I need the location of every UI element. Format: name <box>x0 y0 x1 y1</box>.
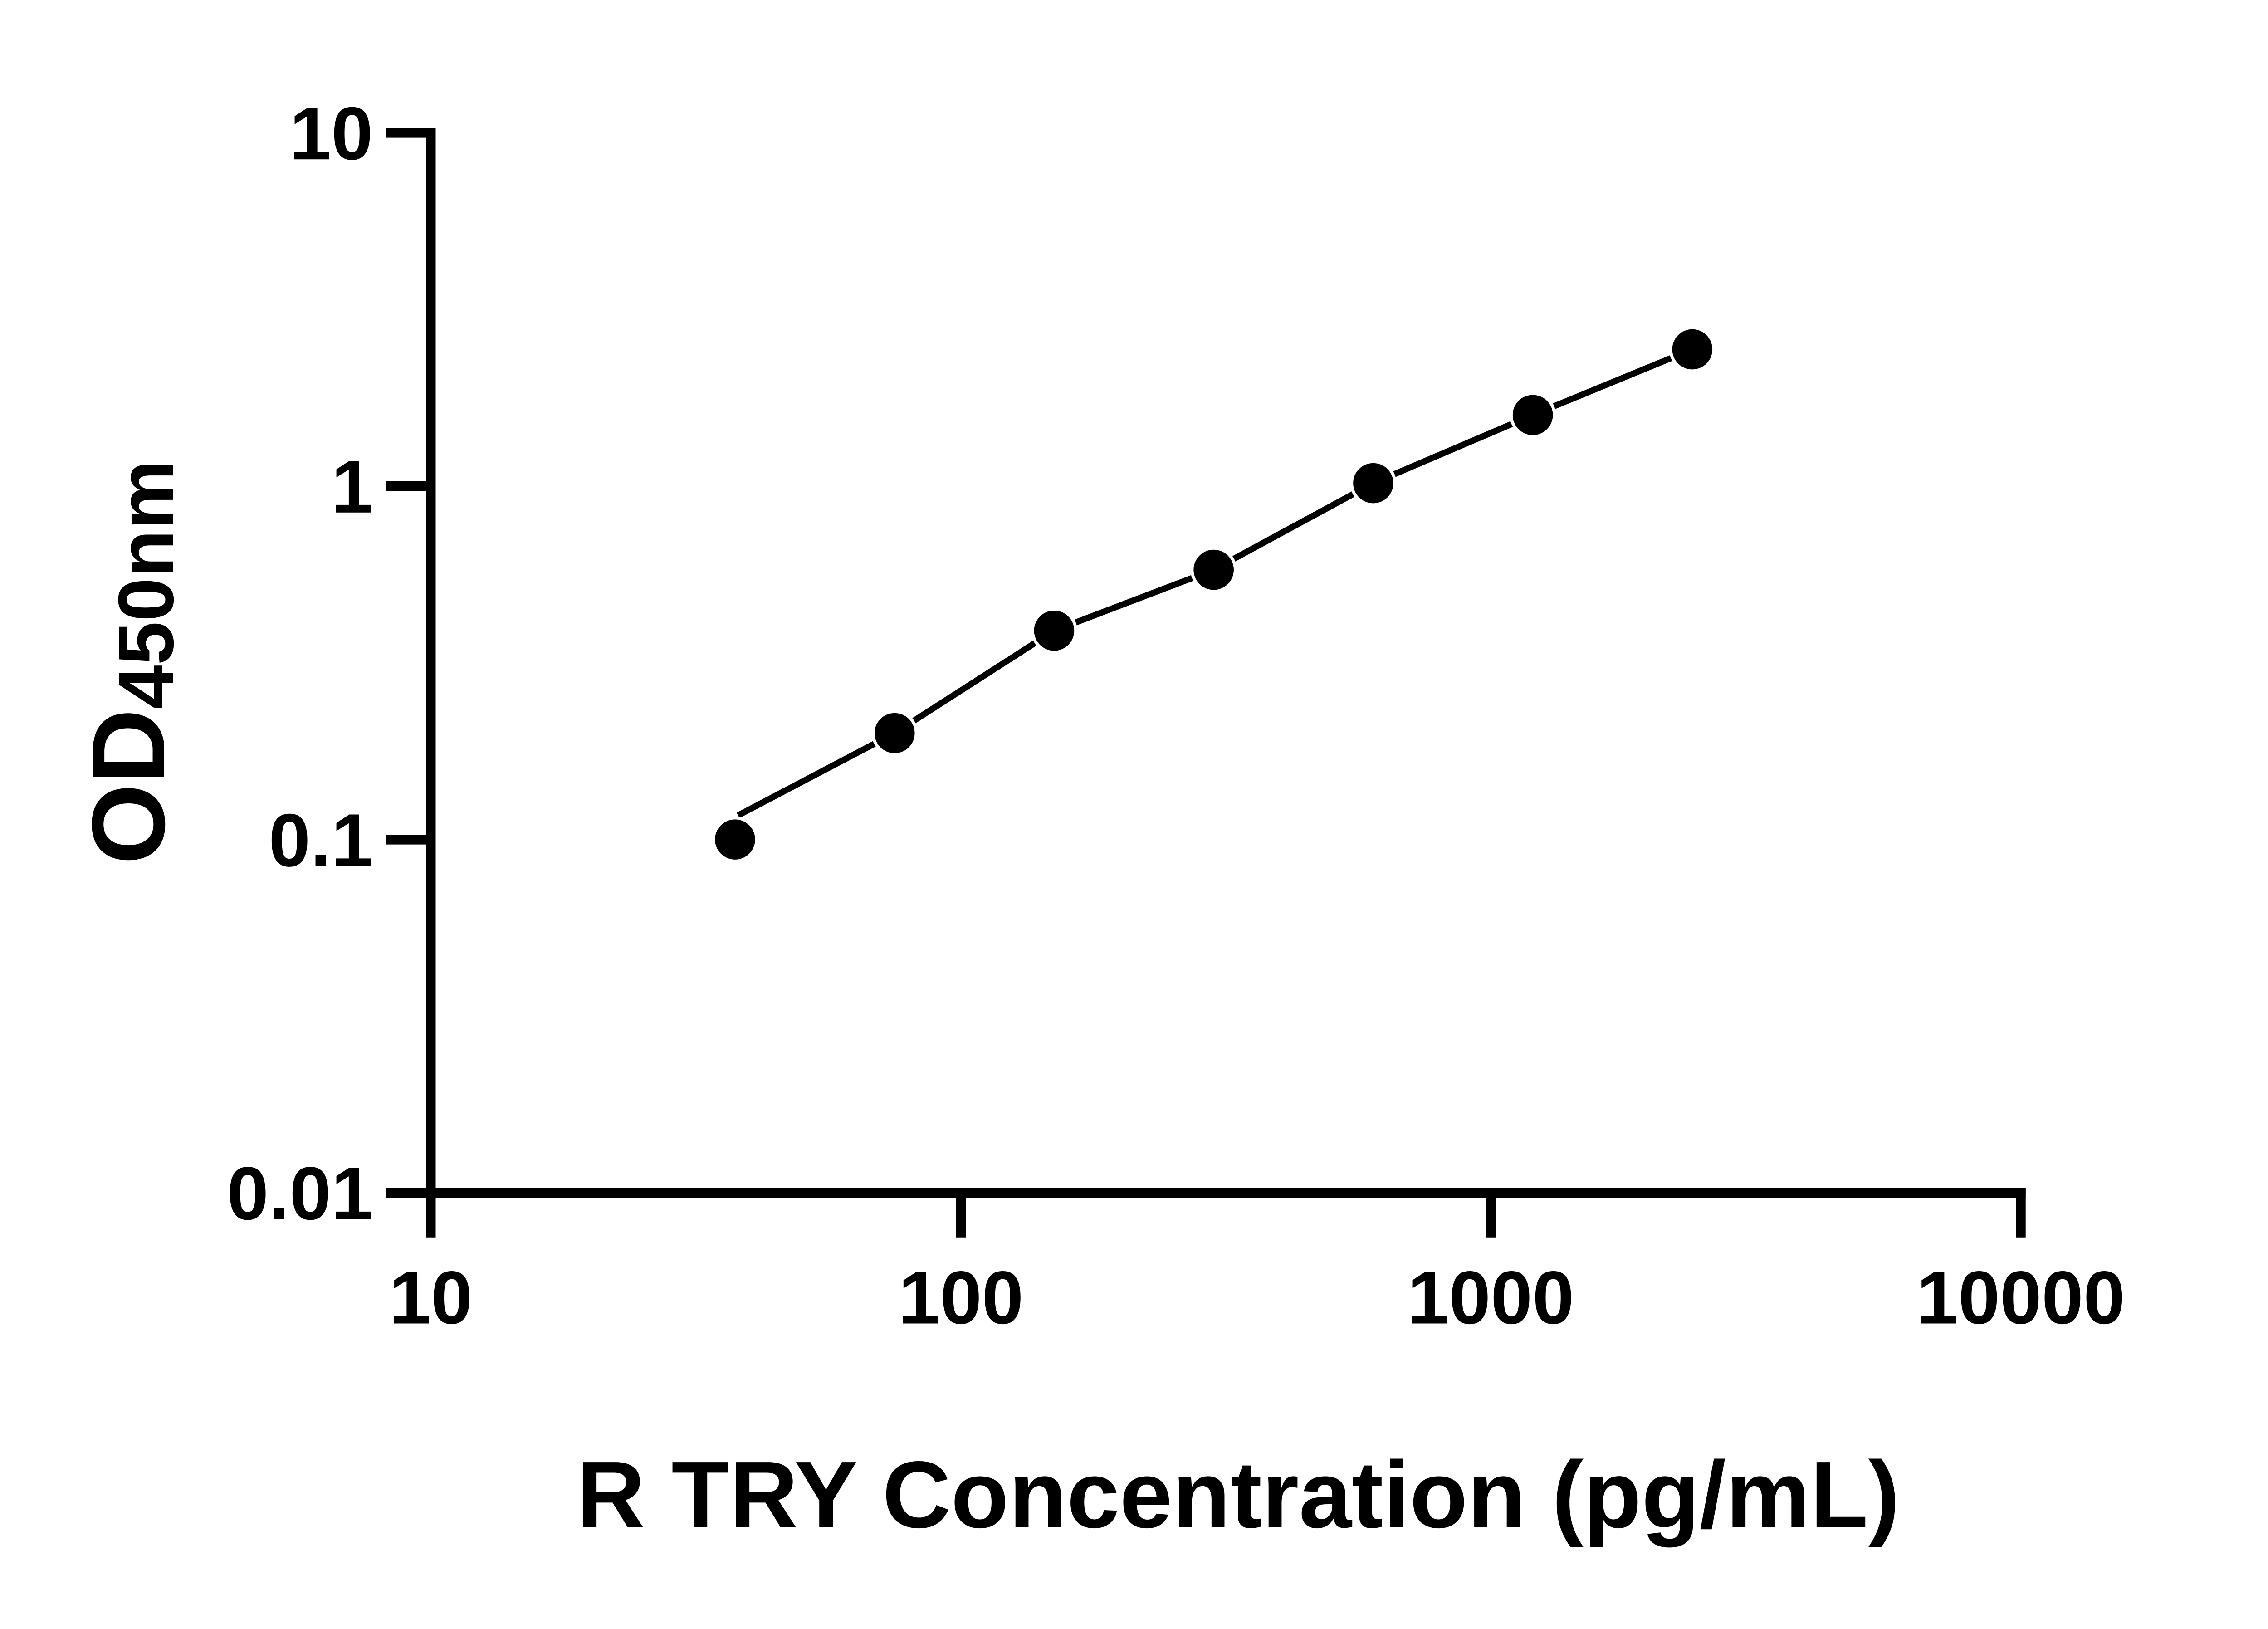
x-tick-label-1000: 1000 <box>1407 1256 1574 1340</box>
axes <box>386 128 2026 1198</box>
data-point-2 <box>1031 607 1078 654</box>
data-point-5 <box>1510 391 1556 438</box>
y-axis-title-subscript: 450nm <box>102 460 190 709</box>
y-axis-title-base: OD <box>71 709 186 865</box>
y-tick-label-0.1: 0.1 <box>269 798 373 882</box>
plot-layer <box>712 326 1716 863</box>
figure: 10 1 0.1 0.01 10 100 1000 10000 R TRY Co… <box>71 92 2126 1548</box>
y-tick-labels: 10 1 0.1 0.01 <box>227 92 373 1236</box>
y-tick-label-10: 10 <box>289 92 373 176</box>
x-tick-label-100: 100 <box>899 1256 1024 1340</box>
y-axis-title: OD450nm <box>71 460 190 865</box>
data-point-0 <box>712 816 758 863</box>
x-axis-title: R TRY Concentration (pg/mL) <box>577 1442 1900 1548</box>
x-tick-label-10000: 10000 <box>1916 1256 2125 1340</box>
data-point-3 <box>1190 546 1237 593</box>
data-point-1 <box>871 710 918 757</box>
data-point-4 <box>1350 460 1397 507</box>
y-tick-label-0.01: 0.01 <box>227 1152 373 1236</box>
x-ticks <box>426 1188 2026 1238</box>
data-point-6 <box>1669 326 1716 373</box>
x-tick-label-10: 10 <box>389 1256 473 1340</box>
x-tick-labels: 10 100 1000 10000 <box>389 1256 2125 1340</box>
chart-svg: 10 1 0.1 0.01 10 100 1000 10000 R TRY Co… <box>71 92 2126 1548</box>
y-tick-label-1: 1 <box>331 445 373 529</box>
